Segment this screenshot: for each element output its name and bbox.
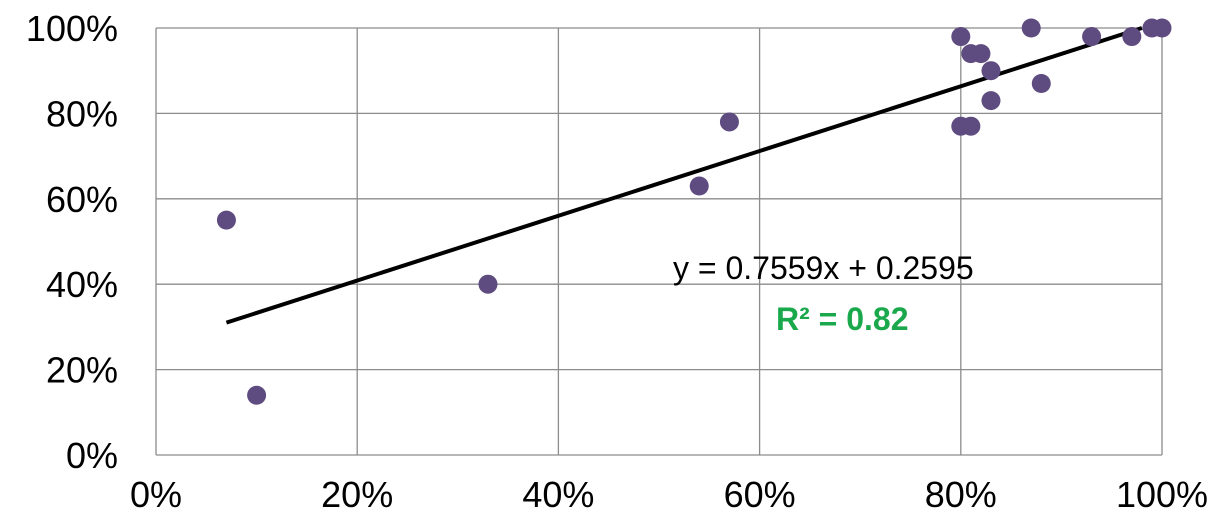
data-point [1031, 74, 1051, 94]
data-point [478, 274, 498, 294]
data-point [981, 91, 1001, 111]
data-point [1122, 27, 1142, 47]
data-point [981, 61, 1001, 81]
data-point [247, 385, 267, 405]
data-point [689, 176, 709, 196]
x-tick-label: 100% [1116, 474, 1208, 515]
data-point [971, 44, 991, 64]
y-tick-label: 80% [46, 93, 118, 134]
data-point [951, 27, 971, 47]
y-axis-ticks: 0% 20% 40% 60% 80% 100% [26, 8, 118, 476]
data-point [1152, 18, 1172, 38]
grid [155, 27, 1163, 456]
x-tick-label: 0% [130, 474, 182, 515]
data-points [216, 18, 1172, 405]
y-tick-label: 100% [26, 8, 118, 49]
trendline-equation: y = 0.7559x + 0.2595 [673, 250, 974, 286]
data-point [1021, 18, 1041, 38]
y-tick-label: 20% [46, 350, 118, 391]
data-point [719, 112, 739, 132]
x-tick-label: 20% [321, 474, 393, 515]
data-point [1082, 27, 1102, 47]
y-tick-label: 0% [66, 435, 118, 476]
x-tick-label: 80% [925, 474, 997, 515]
data-point [961, 116, 981, 136]
x-tick-label: 40% [522, 474, 594, 515]
y-tick-label: 60% [46, 179, 118, 220]
x-tick-label: 60% [724, 474, 796, 515]
x-axis-ticks: 0% 20% 40% 60% 80% 100% [130, 474, 1208, 515]
data-point [216, 210, 236, 230]
r-squared-label: R² = 0.82 [776, 301, 909, 337]
y-tick-label: 40% [46, 264, 118, 305]
